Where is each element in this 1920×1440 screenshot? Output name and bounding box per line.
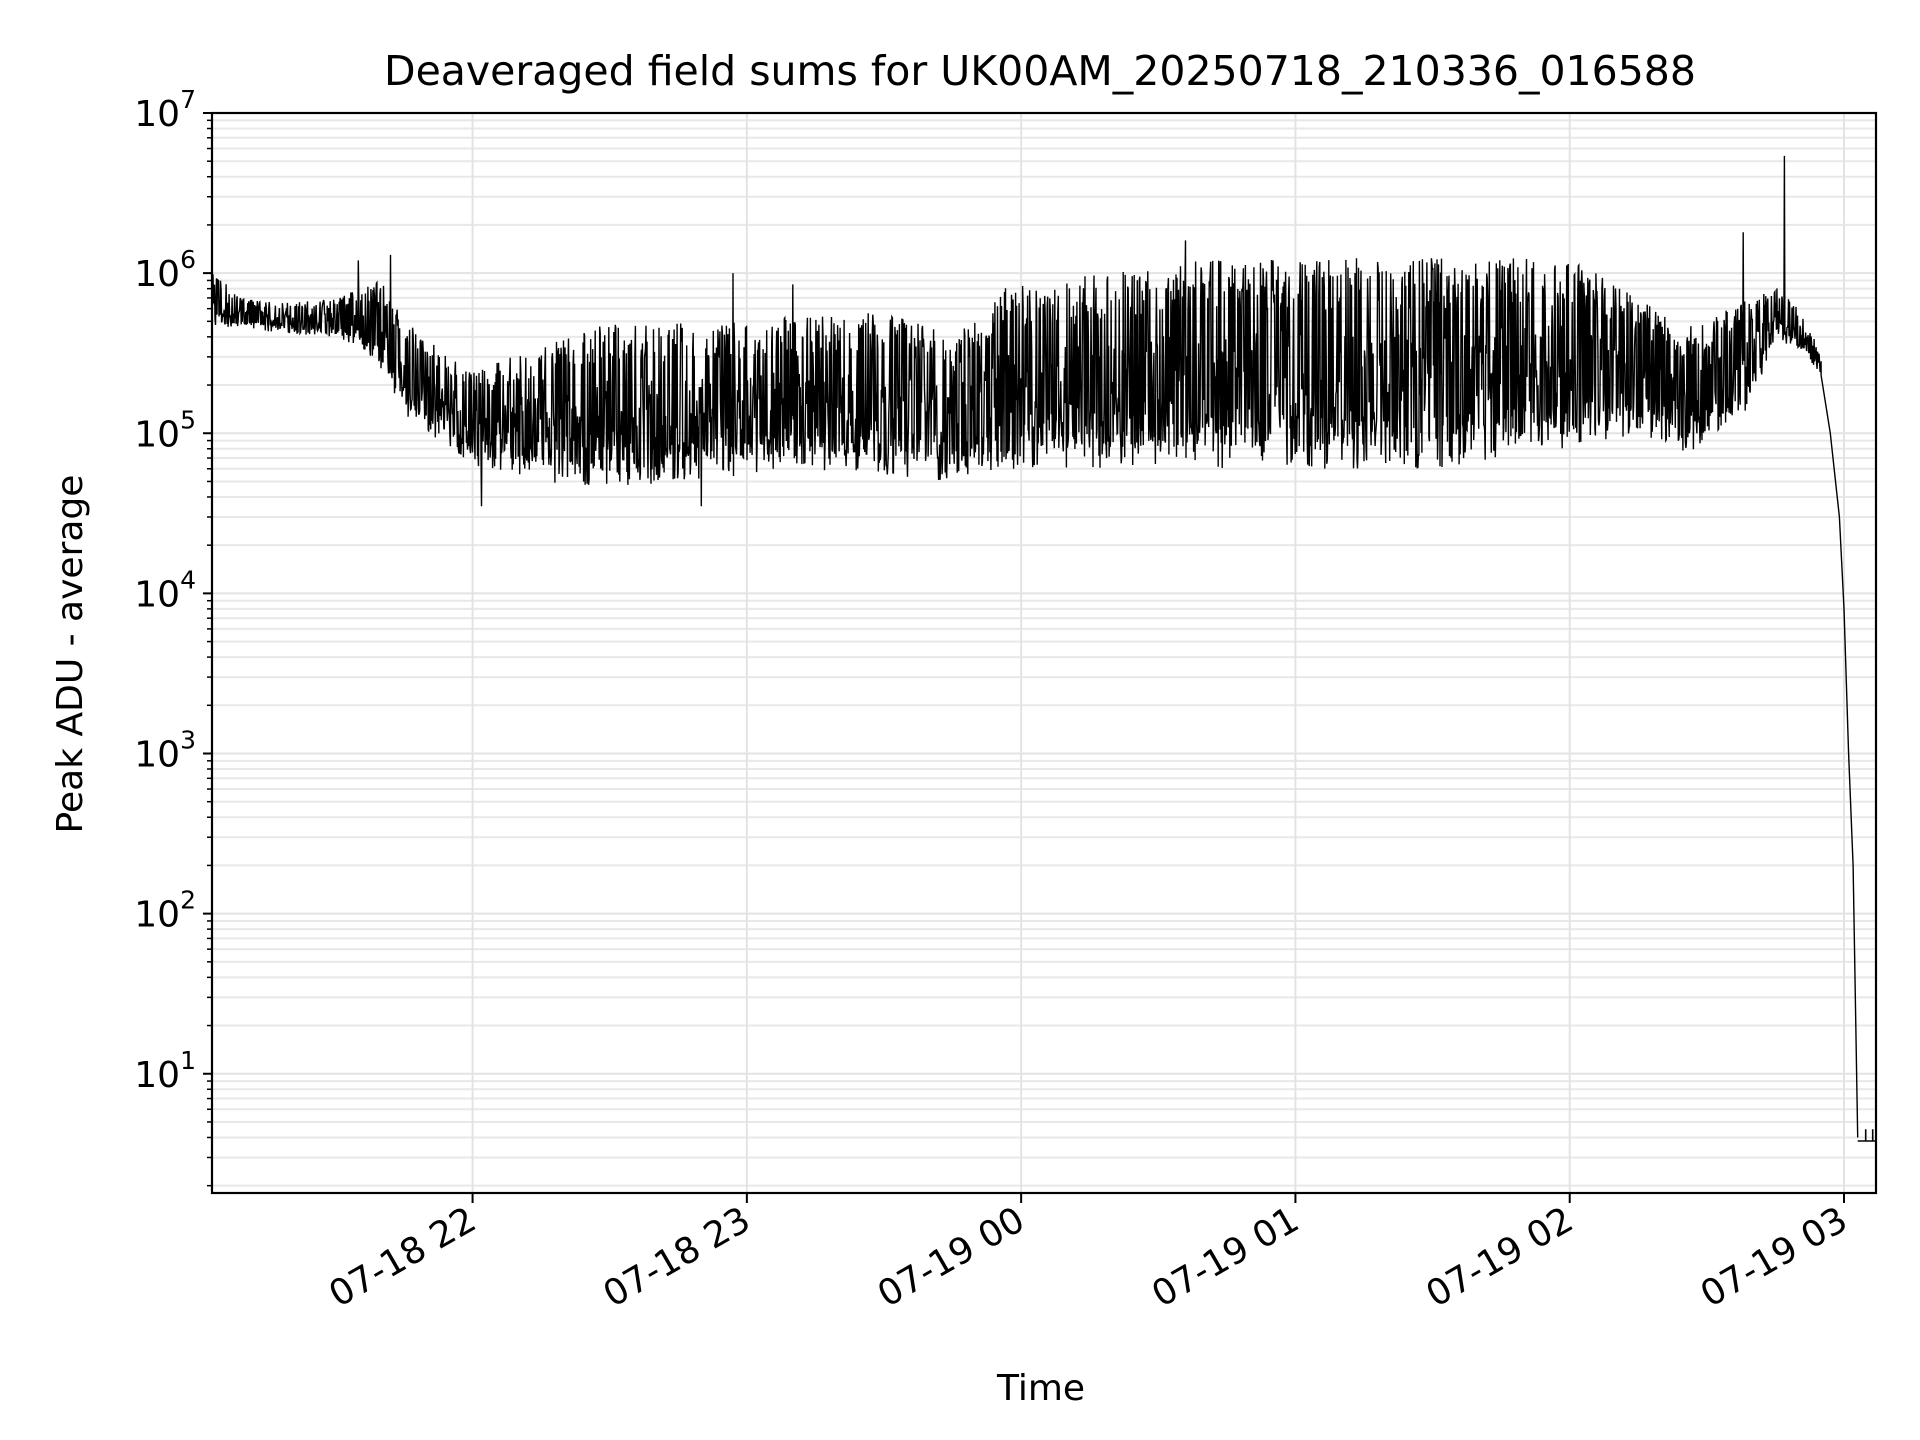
y-tick-label-exponent: 6 [180,245,196,274]
y-tick-label-base: 10 [134,574,180,615]
series-line [211,155,1859,1138]
y-tick-label-base: 10 [134,735,180,776]
data-series [211,155,1876,1142]
y-tick-label: 106 [134,245,196,295]
y-tick-label-base: 10 [134,414,180,455]
x-tick-label: 07-18 23 [597,1199,758,1315]
y-tick-label: 101 [134,1046,196,1096]
x-axis-label: Time [996,1368,1085,1409]
y-tick-label-exponent: 7 [180,85,196,114]
x-tick-label: 07-19 01 [1145,1199,1306,1315]
x-tick-label: 07-18 22 [322,1199,483,1315]
y-tick-label-base: 10 [134,895,180,936]
y-tick-label-base: 10 [134,1055,180,1096]
x-tick-label: 07-19 02 [1420,1199,1581,1315]
y-tick-label: 103 [134,726,196,776]
plot-frame [210,111,1878,1195]
y-tick-label: 104 [134,565,196,615]
y-tick-label-exponent: 5 [180,405,196,434]
y-tick-label-exponent: 2 [180,886,196,915]
grid-lines [212,112,1876,1193]
series-floor [1857,1129,1876,1142]
y-axis-label: Peak ADU - average [50,475,91,834]
chart-title: Deaveraged field sums for UK00AM_2025071… [384,47,1696,95]
x-tick-label: 07-19 03 [1694,1199,1855,1315]
y-tick-label: 102 [134,886,196,936]
y-tick-label-exponent: 4 [180,565,196,594]
y-tick-label-exponent: 1 [180,1046,196,1075]
y-tick-label-base: 10 [134,254,180,295]
x-tick-label: 07-19 00 [871,1199,1032,1315]
y-tick-label: 105 [134,405,196,455]
y-tick-label-exponent: 3 [180,726,196,755]
y-tick-label: 107 [134,85,196,135]
y-tick-label-base: 10 [134,94,180,135]
